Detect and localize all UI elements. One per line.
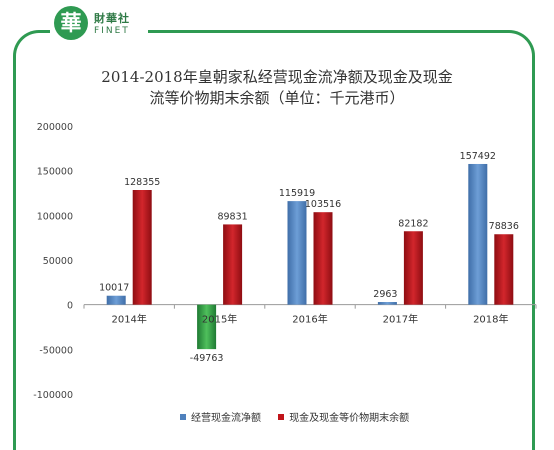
bar-cash-balance — [223, 224, 243, 305]
legend-item-operating-cash-flow: 经营现金流净额 — [180, 413, 261, 424]
data-label: 2963 — [373, 289, 397, 300]
x-tick-label: 2014年 — [111, 313, 146, 326]
finet-logo: 華 財華社 FINET — [50, 6, 148, 46]
chart-legend: 经营现金流净额 现金及现金等价物期末余额 — [180, 409, 423, 424]
logo-english-name: FINET — [94, 26, 130, 36]
data-label: 128355 — [124, 177, 160, 188]
x-tick-label: 2016年 — [292, 313, 327, 326]
data-label: 89831 — [217, 211, 247, 222]
data-label: -49763 — [190, 353, 224, 364]
bar-operating-cash-flow — [468, 163, 488, 305]
logo-seal-icon: 華 — [54, 6, 88, 40]
bar-cash-balance — [494, 234, 514, 305]
y-tick-label: -100000 — [33, 390, 73, 401]
y-tick-label: -50000 — [39, 345, 73, 356]
chart-title-line-2: 流等价物期末余额（单位：千元港币） — [149, 89, 405, 107]
data-label: 103516 — [305, 199, 341, 210]
data-label: 10017 — [99, 283, 129, 294]
legend-item-cash-balance: 现金及现金等价物期末余额 — [278, 413, 409, 424]
y-tick-label: 50000 — [43, 256, 73, 267]
x-tick-label: 2017年 — [383, 313, 418, 326]
legend-label: 经营现金流净额 — [191, 413, 261, 424]
bar-cash-balance — [403, 231, 423, 305]
bar-cash-balance — [132, 190, 152, 305]
data-label: 78836 — [489, 221, 519, 232]
x-tick-label: 2015年 — [202, 313, 237, 326]
data-label: 157492 — [460, 151, 496, 162]
legend-swatch — [180, 414, 186, 420]
data-label: 115919 — [279, 188, 315, 199]
data-label: 82182 — [398, 218, 428, 229]
legend-label: 现金及现金等价物期末余额 — [289, 413, 410, 424]
bar-operating-cash-flow — [197, 304, 217, 350]
bar-operating-cash-flow — [287, 201, 307, 305]
y-tick-label: 100000 — [37, 211, 73, 222]
y-tick-label: 150000 — [37, 167, 73, 178]
bar-operating-cash-flow — [106, 295, 126, 305]
legend-swatch — [278, 414, 285, 420]
bar-cash-balance — [313, 212, 333, 305]
bar-operating-cash-flow — [377, 302, 397, 305]
y-tick-label: 200000 — [37, 122, 73, 133]
chart-frame — [13, 30, 535, 450]
logo-chinese-name: 財華社 — [94, 12, 130, 25]
y-tick-label: 0 — [67, 301, 73, 312]
chart-title-line-1: 2014-2018年皇朝家私经营现金流净额及现金及现金 — [101, 68, 453, 86]
x-tick-label: 2018年 — [473, 313, 508, 326]
